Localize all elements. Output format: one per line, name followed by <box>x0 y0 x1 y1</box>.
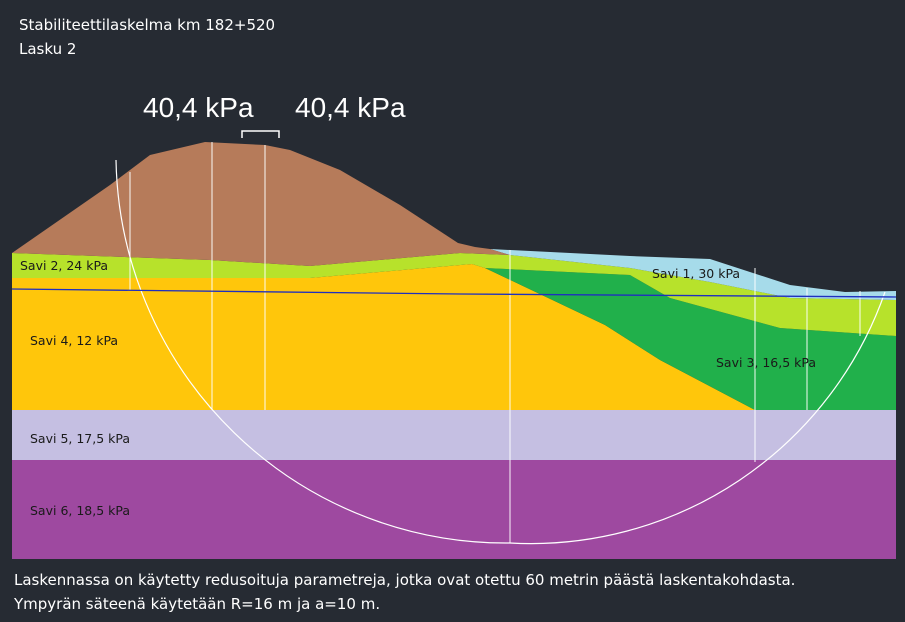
label-savi-6: Savi 6, 18,5 kPa <box>30 503 131 518</box>
label-savi-3: Savi 3, 16,5 kPa <box>716 355 817 370</box>
diagram-subtitle: Lasku 2 <box>19 40 77 58</box>
load-label-right: 40,4 kPa <box>295 92 406 123</box>
label-savi-2: Savi 2, 24 kPa <box>20 258 109 273</box>
water-table <box>11 288 897 298</box>
layer-savi-1 <box>490 249 896 300</box>
label-savi-5: Savi 5, 17,5 kPa <box>30 431 131 446</box>
embankment <box>12 142 510 266</box>
slip-circle <box>115 159 886 545</box>
load-bracket <box>241 130 280 138</box>
layer-savi-2 <box>12 253 896 336</box>
label-savi-1: Savi 1, 30 kPa <box>652 266 741 281</box>
note-line-2: Ympyrän säteenä käytetään R=16 m ja a=10… <box>14 595 381 613</box>
diagram-title: Stabiliteettilaskelma km 182+520 <box>19 16 276 34</box>
layer-savi-4 <box>12 264 755 410</box>
note-line-1: Laskennassa on käytetty redusoituja para… <box>14 571 796 589</box>
layer-savi-3 <box>485 268 896 410</box>
label-savi-4: Savi 4, 12 kPa <box>30 333 119 348</box>
load-label-left: 40,4 kPa <box>143 92 254 123</box>
layer-savi-6 <box>12 460 896 559</box>
slice-lines <box>129 142 861 543</box>
layer-savi-5 <box>12 410 896 460</box>
